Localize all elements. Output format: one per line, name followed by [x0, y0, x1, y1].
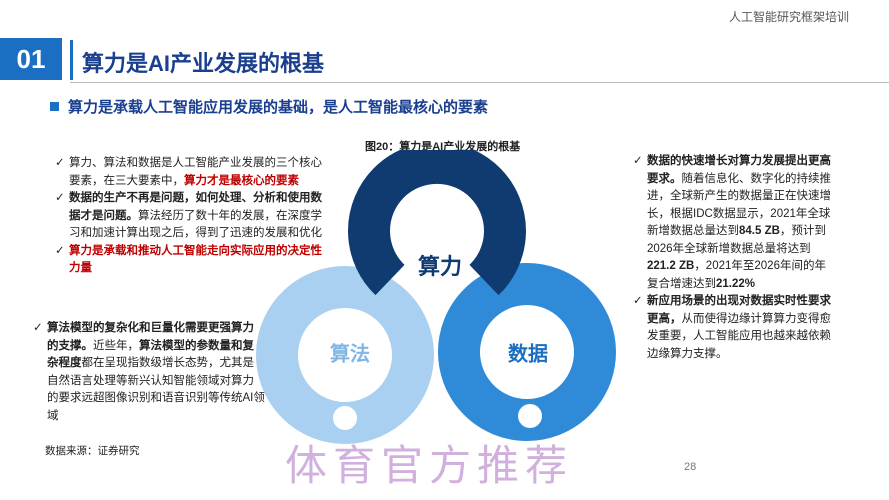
icon: [333, 406, 357, 430]
text-run: 算力才是最核心的要素: [184, 174, 299, 187]
text-run: 数据的生产不再是问题，如何处理、分析和使用数据才是问题。: [69, 192, 322, 222]
text-run: 算力、算法和数据是人工智能产业发展的三个核心要素，在三大要素中，: [69, 157, 322, 187]
slide-title: 算力是AI产业发展的根基: [82, 51, 325, 76]
node-label: 算法: [330, 341, 370, 365]
text-block: 算法模型的复杂化和巨量化需要更强算力的支撑。近些年，算法模型的参数量和复杂程度都…: [33, 320, 265, 425]
ring: [348, 150, 526, 296]
text-run: 84.5 ZB: [739, 225, 780, 237]
bullet: 算力、算法和数据是人工智能产业发展的三个核心要素，在三大要素中，算力才是最核心的…: [55, 155, 325, 190]
bullet: 新应用场景的出现对数据实时性要求更高，从而使得边缘计算算力变得愈发重要，人工智能…: [633, 293, 833, 363]
text-run: 221.2 ZB: [647, 260, 695, 272]
bullet: 算法模型的复杂化和巨量化需要更强算力的支撑。近些年，算法模型的参数量和复杂程度都…: [33, 320, 265, 425]
diagram: 算力 算法 数据: [256, 150, 616, 444]
text-run: 随着信息化、数字化的持续推进，全球新产生的数据量正在快速增长，根据IDC数据显示…: [647, 172, 831, 238]
bullet: 算力是承载和推动人工智能走向实际应用的决定性力量: [55, 243, 325, 278]
header-note: 人工智能研究框架培训: [728, 10, 849, 24]
text-run: 数据的快速增长对算力发展提出更高要求。: [647, 155, 831, 185]
text-run: ，预计到2026年全球新增数据总量将达到: [647, 225, 826, 255]
divider: [70, 82, 889, 83]
section-number: 01: [0, 38, 62, 80]
text-run: ，2021年至2026年间的年复合增速达到: [647, 260, 826, 290]
watermark: 体育官方推荐: [285, 441, 574, 490]
text-run: 新应用场景的出现对数据实时性要求更高，: [647, 295, 831, 325]
subtitle: 算力是承载人工智能应用发展的基础，是人工智能最核心的要素: [68, 99, 489, 116]
source-note: 数据来源：证券研究: [45, 445, 140, 457]
text-run: 算法模型的参数量和复杂程度: [47, 339, 254, 370]
text-block: 数据的快速增长对算力发展提出更高要求。随着信息化、数字化的持续推进，全球新产生的…: [633, 153, 833, 363]
node-label: 数据: [508, 341, 548, 365]
bullet-square: [50, 102, 59, 111]
text-run: 算法模型的复杂化和巨量化需要更强算力的支撑。: [47, 322, 254, 352]
text-run: 算法经历了数十年的发展，在深度学习和加速计算出现之后，得到了迅速的发展和优化: [69, 209, 322, 240]
text-run: 从而使得边缘计算算力变得愈发重要，人工智能应用也越来越依赖边缘算力支撑。: [647, 312, 831, 360]
page-number: 28: [684, 461, 697, 473]
text-run: 算力是承载和推动人工智能走向实际应用的决定性力量: [69, 244, 322, 275]
text-run: 近些年，: [93, 339, 139, 352]
text-run: 21.22%: [716, 277, 756, 290]
bullet: 数据的快速增长对算力发展提出更高要求。随着信息化、数字化的持续推进，全球新产生的…: [633, 153, 833, 293]
icon: [518, 404, 542, 428]
bullet: 数据的生产不再是问题，如何处理、分析和使用数据才是问题。算法经历了数十年的发展，…: [55, 190, 325, 243]
text-run: 都在呈现指数级增长态势，尤其是自然语言处理等新兴认知智能领域对算力的要求远超图像…: [47, 357, 265, 422]
node-label: 算力: [418, 254, 462, 279]
icon: [424, 189, 450, 215]
divider: [70, 40, 73, 80]
text-block: 算力、算法和数据是人工智能产业发展的三个核心要素，在三大要素中，算力才是最核心的…: [55, 155, 325, 278]
